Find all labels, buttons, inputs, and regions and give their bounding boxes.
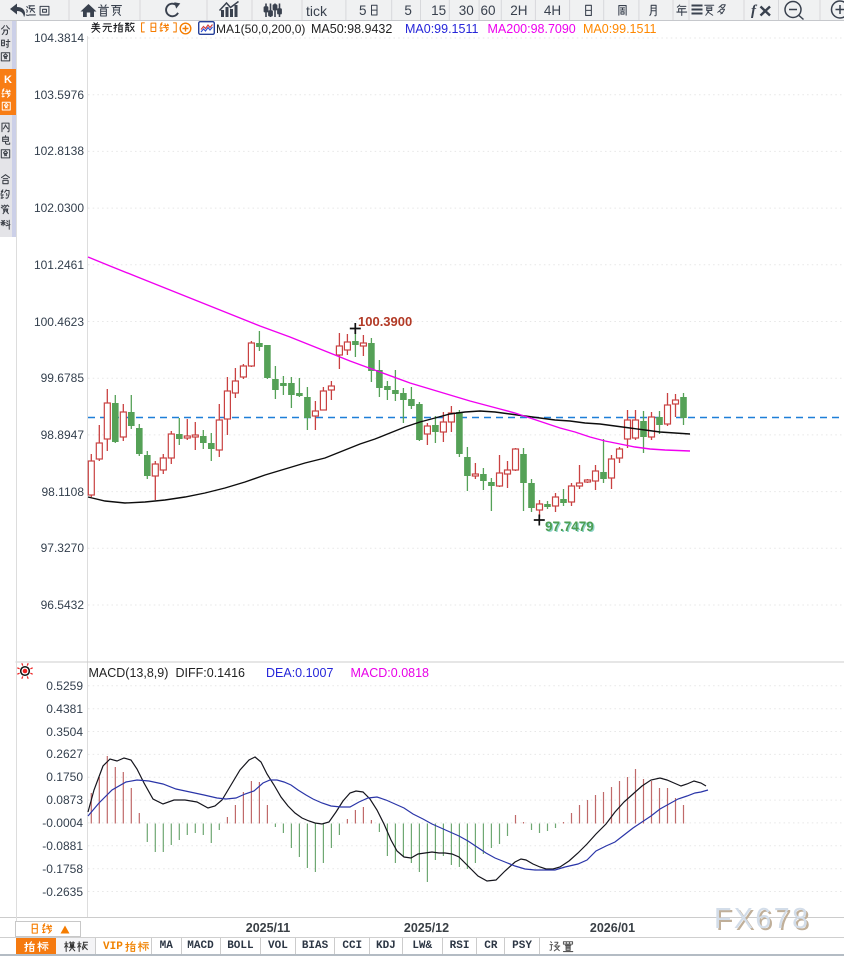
svg-text:97.7479: 97.7479 bbox=[546, 520, 595, 535]
svg-text:f: f bbox=[751, 3, 758, 19]
svg-text:100.3900: 100.3900 bbox=[358, 314, 412, 329]
svg-text:97.7479: 97.7479 bbox=[545, 519, 594, 534]
